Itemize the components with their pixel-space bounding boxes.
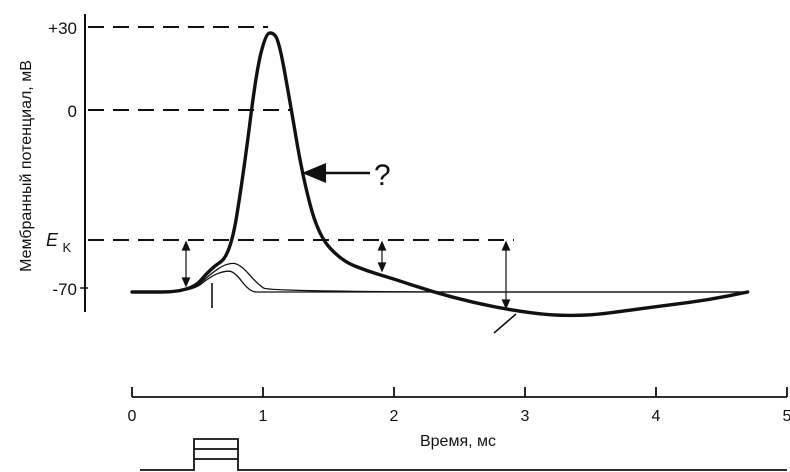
arrowhead-up-1 [181, 240, 191, 251]
ek-label: E K [46, 230, 71, 255]
annotation-question-mark: ? [374, 159, 391, 192]
arrowhead-down-1 [181, 277, 191, 288]
x-tick-label-3: 3 [521, 408, 530, 425]
y-axis-title: Мембранный потенциал, мВ [18, 60, 35, 272]
x-tick-label-0: 0 [128, 408, 137, 425]
arrowhead-up-2 [377, 240, 387, 251]
x-tick-label-1: 1 [259, 408, 268, 425]
annotation-arrowhead [302, 163, 326, 183]
arrow-group-1 [181, 240, 191, 288]
x-tick-label-5: 5 [783, 408, 790, 425]
arrowhead-down-2 [377, 262, 387, 273]
subthreshold-response-1 [131, 270, 749, 293]
x-tick-label-4: 4 [652, 408, 661, 425]
subthreshold-response-2 [131, 262, 749, 293]
x-ticks-layer: 0 1 2 3 4 5 [128, 387, 790, 425]
arrowhead-down-3 [501, 299, 511, 310]
series-layer [130, 31, 750, 318]
ek-label-main: E [46, 230, 59, 250]
y-tick-label-plus30: +30 [48, 19, 77, 38]
arrowhead-up-3 [501, 240, 511, 251]
ek-label-subscript: K [62, 240, 71, 255]
stimulus-pulse-trace [140, 438, 787, 471]
y-tick-label-minus70: -70 [52, 280, 77, 299]
action-potential-curve [130, 31, 750, 318]
x-axis-title: Время, мс [420, 433, 496, 450]
y-tick-label-zero: 0 [68, 102, 77, 121]
undershoot-tick [493, 313, 517, 334]
arrow-group-3 [501, 240, 511, 310]
x-tick-label-2: 2 [390, 408, 399, 425]
arrow-group-2 [377, 240, 387, 273]
